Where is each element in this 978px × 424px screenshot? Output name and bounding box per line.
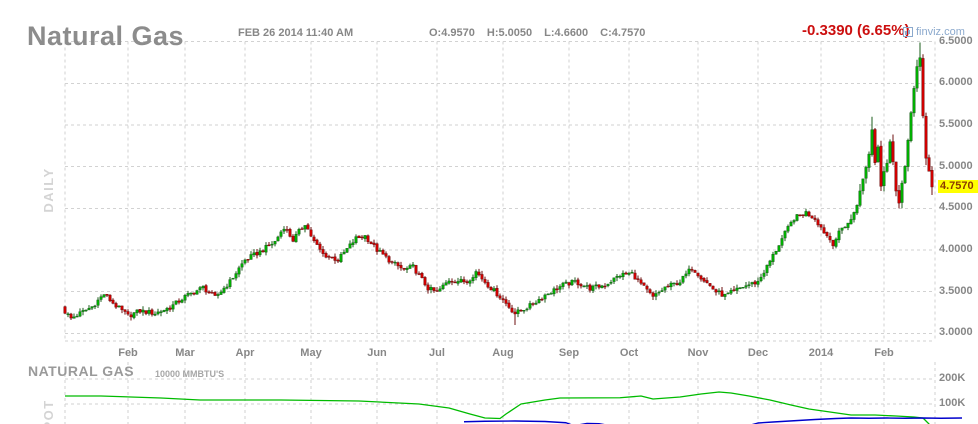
volume-line — [65, 391, 930, 424]
volume-lines — [65, 391, 963, 424]
month-label: Aug — [492, 347, 514, 359]
volume-tick-label: 200K — [939, 372, 966, 384]
month-label: Mar — [175, 347, 195, 359]
month-label: Oct — [619, 347, 639, 359]
candlestick-series — [63, 42, 934, 326]
price-tick-label: 5.0000 — [939, 159, 973, 172]
finviz-logo-icon — [903, 27, 913, 37]
open-interest-line — [751, 417, 963, 424]
month-label: Sep — [558, 347, 580, 359]
daily-pane-label: DAILY — [41, 167, 56, 213]
month-label: Apr — [235, 347, 255, 359]
open-value: O:4.9570 — [429, 27, 475, 39]
price-tick-label: 4.5000 — [939, 201, 973, 214]
finviz-link[interactable]: finviz.com — [903, 26, 965, 38]
spot-pane-label: SPOT — [41, 399, 56, 424]
month-label: Jun — [367, 347, 387, 359]
month-label: 2014 — [808, 347, 834, 359]
change-value: -0.3390 (6.65%) — [802, 22, 910, 39]
volume-tick-label: 100K — [939, 397, 966, 409]
price-tick-label: 5.5000 — [939, 118, 973, 131]
month-label: Dec — [747, 347, 769, 359]
month-label: Feb — [874, 347, 894, 359]
volume-pane-title: NATURAL GAS — [28, 363, 135, 379]
month-label: May — [300, 347, 322, 359]
last-price-badge: 4.7570 — [938, 180, 978, 193]
high-value: H:5.0050 — [486, 27, 533, 39]
close-value: C:4.7570 — [600, 27, 646, 39]
low-value: L:4.6600 — [544, 27, 589, 39]
ohlc-readout: O:4.9570 H:5.0050 L:4.6600 C:4.7570 — [429, 27, 645, 39]
gridlines — [64, 41, 936, 424]
price-tick-label: 4.0000 — [939, 243, 973, 256]
quote-datetime: FEB 26 2014 11:40 AM — [238, 27, 354, 39]
month-label: Nov — [687, 347, 709, 359]
month-label: Jul — [429, 347, 445, 359]
price-tick-label: 6.0000 — [939, 76, 973, 89]
chart-title: Natural Gas — [27, 21, 185, 51]
open-interest-line — [463, 420, 572, 424]
volume-units-label: 10000 MMBTU'S — [155, 369, 225, 379]
price-tick-label: 6.5000 — [939, 34, 973, 47]
finviz-label: finviz.com — [916, 26, 965, 38]
price-tick-label: 3.5000 — [939, 284, 973, 297]
month-label: Feb — [118, 347, 138, 359]
price-tick-label: 3.0000 — [939, 326, 973, 339]
